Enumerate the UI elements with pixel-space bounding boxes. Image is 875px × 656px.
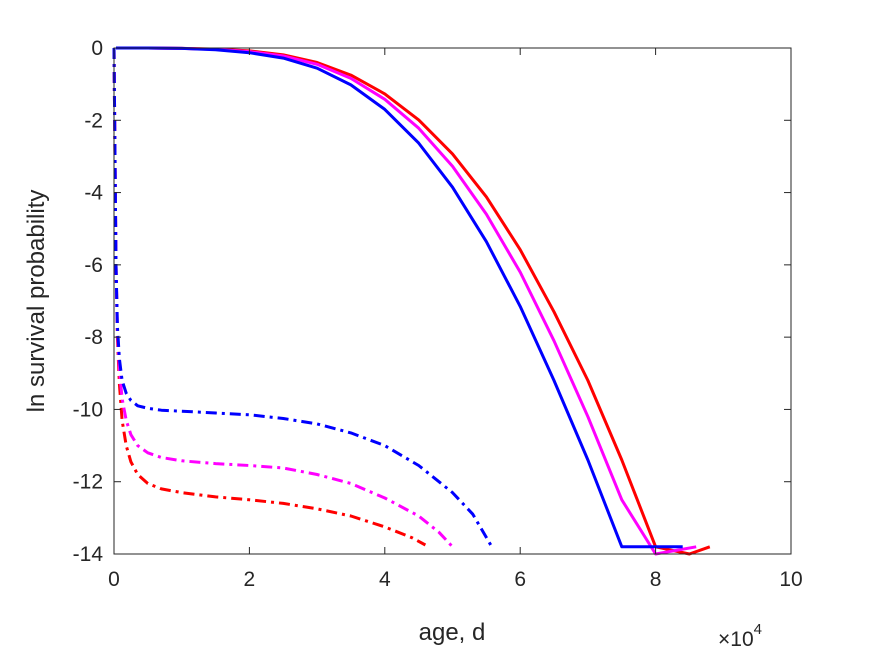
y-tick-label: -2 xyxy=(84,109,103,132)
x-tick-label: 8 xyxy=(650,568,662,591)
x-axis-label: age, d xyxy=(419,619,486,646)
x-axis-ticks: 0 2 4 6 8 10 xyxy=(108,48,803,591)
x-exponent-base: ×10 xyxy=(718,628,754,651)
series-layer xyxy=(112,46,711,556)
x-tick-label: 10 xyxy=(779,568,802,591)
y-tick-label: -12 xyxy=(73,471,103,494)
y-tick-label: -8 xyxy=(84,326,103,349)
x-exponent-power: 4 xyxy=(754,621,762,638)
x-exponent-label: ×104 xyxy=(718,621,762,651)
y-tick-label: -4 xyxy=(84,182,103,205)
y-tick-label: -6 xyxy=(84,254,103,277)
x-tick-label: 4 xyxy=(379,568,391,591)
x-tick-label: 0 xyxy=(108,568,120,591)
series-line-3 xyxy=(116,46,683,549)
plot-background xyxy=(114,48,791,554)
y-tick-label: -10 xyxy=(73,398,103,421)
x-tick-label: 6 xyxy=(514,568,526,591)
y-axis-label: ln survival probability xyxy=(23,190,50,413)
y-tick-label: -14 xyxy=(73,543,104,566)
x-tick-label: 2 xyxy=(244,568,256,591)
y-axis-ticks: 0 -2 -4 -6 -8 -10 -12 -14 xyxy=(73,37,791,566)
plot-frame xyxy=(113,47,792,555)
y-tick-label: 0 xyxy=(91,37,103,60)
series-line-6 xyxy=(112,47,494,548)
